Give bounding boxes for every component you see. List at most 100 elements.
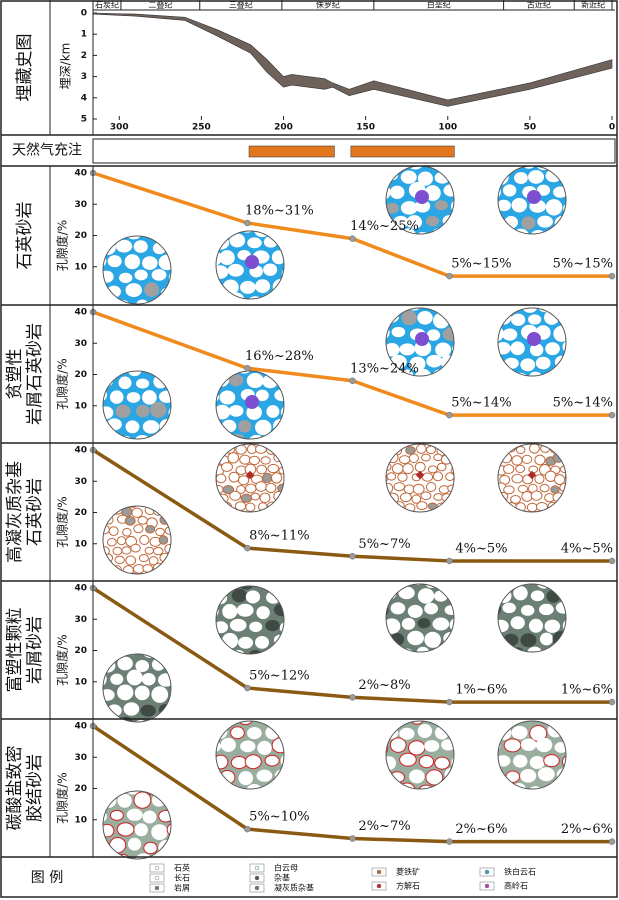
range-label: 5%~10%: [249, 810, 309, 825]
grain: [453, 511, 454, 512]
grain: [135, 299, 149, 304]
section-border: [497, 307, 567, 377]
legend-symbol: [376, 883, 382, 889]
grain: [432, 785, 450, 789]
grain: [151, 686, 169, 703]
grain: [109, 837, 127, 854]
thin-section: [216, 444, 295, 521]
grain: [498, 373, 509, 376]
grain: [103, 406, 114, 420]
grain: [216, 634, 221, 646]
grain: [552, 631, 566, 648]
grain: [434, 171, 450, 184]
grain: [240, 280, 256, 294]
grain: [143, 841, 158, 855]
grain: [511, 372, 529, 376]
x-tick-label: 100: [438, 123, 457, 133]
grain: [503, 464, 515, 475]
point: [244, 684, 251, 692]
grain: [538, 603, 554, 616]
grain: [279, 784, 284, 789]
range-label: 5%~14%: [553, 396, 613, 411]
grain: [216, 444, 218, 447]
grain: [219, 390, 236, 405]
point: [446, 557, 453, 565]
grain: [216, 785, 231, 789]
grain: [386, 721, 392, 725]
grain: [270, 472, 283, 484]
grain: [274, 389, 284, 402]
grain: [240, 493, 253, 503]
section-border: [102, 653, 172, 723]
grain: [124, 516, 136, 526]
legend-label: 方解石: [396, 881, 420, 891]
grain: [274, 586, 284, 590]
grain: [227, 263, 244, 277]
grain: [498, 619, 509, 633]
grain: [545, 342, 560, 356]
grain: [505, 770, 521, 783]
grain: [147, 575, 158, 585]
grain: [537, 215, 553, 228]
grain: [246, 444, 257, 455]
range-label: 2%~8%: [358, 678, 410, 693]
grain: [116, 300, 130, 304]
row-title: 胶结砂岩: [25, 754, 45, 822]
grain: [216, 371, 219, 376]
grain: [280, 648, 284, 654]
grain: [135, 660, 150, 673]
grain: [542, 513, 552, 522]
thin-section: [103, 371, 171, 439]
grain: [536, 184, 551, 196]
grain: [237, 475, 250, 486]
grain: [529, 756, 545, 769]
grain: [271, 721, 284, 727]
grain: [414, 461, 426, 473]
grain: [435, 342, 452, 358]
grain: [520, 605, 535, 616]
grain: [498, 199, 511, 212]
grain: [378, 435, 387, 442]
grain: [152, 547, 164, 556]
row-title: 天然气充注: [12, 142, 82, 159]
grain: [285, 511, 295, 521]
grain: [386, 504, 394, 512]
grain: [103, 689, 115, 701]
grain: [109, 809, 124, 821]
grain: [390, 166, 405, 169]
grain: [498, 783, 511, 789]
kaolinite: [415, 332, 429, 346]
grain: [424, 602, 439, 615]
grain: [103, 704, 107, 718]
x-tick-label: 50: [524, 123, 537, 133]
grain: [553, 584, 566, 586]
range-label: 4%~5%: [561, 541, 613, 556]
grain: [544, 310, 560, 325]
y-tick-label: 1: [81, 30, 87, 40]
grain: [117, 793, 132, 808]
grain: [390, 602, 406, 615]
grain: [103, 535, 104, 545]
grain: [115, 404, 131, 418]
grain: [107, 285, 121, 298]
grain: [502, 584, 518, 586]
grain: [441, 308, 454, 310]
grain: [123, 702, 140, 716]
grain: [123, 654, 140, 656]
grain: [409, 721, 425, 725]
grain: [554, 355, 566, 369]
grain: [227, 452, 240, 464]
grain: [144, 282, 160, 297]
grain: [528, 618, 544, 633]
grain: [144, 546, 155, 555]
section-border: [385, 443, 455, 513]
grain: [216, 404, 231, 420]
grain: [216, 446, 223, 456]
grain: [231, 588, 247, 603]
grain: [248, 455, 261, 466]
kaolinite: [527, 332, 541, 346]
y-tick-label: 30: [74, 477, 87, 487]
grain: [526, 502, 538, 512]
grain: [407, 604, 423, 618]
grain: [245, 483, 257, 494]
